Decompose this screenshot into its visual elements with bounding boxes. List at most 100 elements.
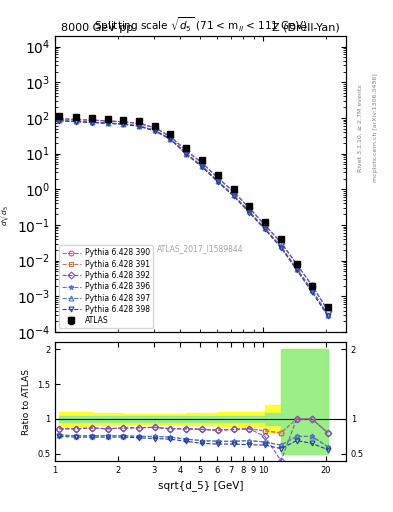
Text: 8000 GeV pp: 8000 GeV pp: [61, 23, 133, 33]
Pythia 6.428 396: [247, 208, 252, 215]
Pythia 6.428 398: [57, 118, 62, 124]
Pythia 6.428 397: [310, 287, 314, 293]
Pythia 6.428 391: [121, 119, 126, 125]
Pythia 6.428 396: [263, 225, 267, 231]
Pythia 6.428 391: [294, 261, 299, 267]
Pythia 6.428 390: [152, 125, 157, 131]
Pythia 6.428 392: [247, 205, 252, 211]
Pythia 6.428 392: [73, 117, 78, 123]
Pythia 6.428 391: [279, 240, 283, 246]
Pythia 6.428 398: [263, 226, 267, 232]
Pythia 6.428 392: [310, 283, 314, 289]
Pythia 6.428 391: [152, 125, 157, 131]
Pythia 6.428 392: [121, 119, 126, 125]
Pythia 6.428 390: [168, 134, 173, 140]
Pythia 6.428 397: [279, 243, 283, 249]
Pythia 6.428 396: [200, 163, 204, 169]
Pythia 6.428 392: [231, 189, 236, 195]
Title: Splitting scale $\sqrt{d_5}$ (71 < m$_{ll}$ < 111 GeV): Splitting scale $\sqrt{d_5}$ (71 < m$_{l…: [94, 15, 307, 34]
Text: Rivet 3.1.10, ≥ 2.7M events: Rivet 3.1.10, ≥ 2.7M events: [358, 84, 363, 172]
Y-axis label: $\frac{d\sigma}{d\sqrt{\overline{d_5}}}$ [pb,GeV$^{-1}$]: $\frac{d\sigma}{d\sqrt{\overline{d_5}}}$…: [0, 142, 11, 226]
Pythia 6.428 390: [137, 120, 141, 126]
Pythia 6.428 391: [325, 307, 330, 313]
Pythia 6.428 396: [215, 178, 220, 184]
Pythia 6.428 398: [325, 313, 330, 319]
Pythia 6.428 391: [263, 222, 267, 228]
Pythia 6.428 391: [231, 189, 236, 195]
Pythia 6.428 398: [152, 128, 157, 134]
Pythia 6.428 397: [325, 312, 330, 318]
Pythia 6.428 391: [184, 147, 189, 154]
Pythia 6.428 398: [294, 267, 299, 273]
Pythia 6.428 392: [57, 116, 62, 122]
Pythia 6.428 396: [279, 243, 283, 249]
Pythia 6.428 397: [105, 120, 110, 126]
Pythia 6.428 391: [168, 134, 173, 140]
Pythia 6.428 392: [294, 261, 299, 267]
Line: Pythia 6.428 391: Pythia 6.428 391: [57, 116, 331, 313]
Pythia 6.428 397: [263, 225, 267, 231]
Pythia 6.428 390: [200, 160, 204, 166]
Line: Pythia 6.428 397: Pythia 6.428 397: [57, 118, 331, 317]
Pythia 6.428 391: [105, 118, 110, 124]
Pythia 6.428 398: [215, 179, 220, 185]
Pythia 6.428 391: [57, 116, 62, 122]
Pythia 6.428 390: [294, 261, 299, 267]
Pythia 6.428 396: [294, 265, 299, 271]
Pythia 6.428 390: [247, 205, 252, 211]
Pythia 6.428 398: [105, 120, 110, 126]
X-axis label: sqrt{d_5} [GeV]: sqrt{d_5} [GeV]: [158, 480, 243, 491]
Pythia 6.428 390: [215, 175, 220, 181]
Pythia 6.428 396: [231, 192, 236, 198]
Line: Pythia 6.428 398: Pythia 6.428 398: [57, 118, 331, 318]
Pythia 6.428 390: [89, 117, 94, 123]
Pythia 6.428 390: [263, 222, 267, 228]
Pythia 6.428 392: [325, 307, 330, 313]
Pythia 6.428 397: [152, 127, 157, 133]
Pythia 6.428 398: [231, 193, 236, 199]
Pythia 6.428 391: [200, 160, 204, 166]
Pythia 6.428 398: [89, 119, 94, 125]
Text: mcplots.cern.ch [arXiv:1306.3436]: mcplots.cern.ch [arXiv:1306.3436]: [373, 74, 378, 182]
Pythia 6.428 396: [152, 127, 157, 133]
Line: Pythia 6.428 390: Pythia 6.428 390: [57, 116, 331, 313]
Pythia 6.428 397: [57, 117, 62, 123]
Pythia 6.428 392: [215, 175, 220, 181]
Pythia 6.428 392: [137, 120, 141, 126]
Pythia 6.428 391: [73, 117, 78, 123]
Legend: Pythia 6.428 390, Pythia 6.428 391, Pythia 6.428 392, Pythia 6.428 396, Pythia 6: Pythia 6.428 390, Pythia 6.428 391, Pyth…: [59, 245, 153, 328]
Y-axis label: Ratio to ATLAS: Ratio to ATLAS: [22, 369, 31, 435]
Pythia 6.428 392: [105, 118, 110, 124]
Pythia 6.428 392: [184, 147, 189, 154]
Pythia 6.428 397: [137, 123, 141, 129]
Pythia 6.428 396: [137, 123, 141, 129]
Pythia 6.428 397: [200, 163, 204, 169]
Line: Pythia 6.428 396: Pythia 6.428 396: [57, 118, 331, 317]
Pythia 6.428 396: [105, 120, 110, 126]
Pythia 6.428 398: [310, 289, 314, 295]
Pythia 6.428 392: [152, 125, 157, 131]
Pythia 6.428 396: [325, 312, 330, 318]
Pythia 6.428 397: [121, 121, 126, 127]
Pythia 6.428 396: [73, 118, 78, 124]
Pythia 6.428 390: [279, 240, 283, 246]
Pythia 6.428 397: [184, 151, 189, 157]
Text: Z (Drell-Yan): Z (Drell-Yan): [272, 23, 340, 33]
Pythia 6.428 396: [168, 136, 173, 142]
Pythia 6.428 398: [184, 152, 189, 158]
Pythia 6.428 390: [325, 307, 330, 313]
Pythia 6.428 397: [89, 119, 94, 125]
Pythia 6.428 396: [184, 151, 189, 157]
Pythia 6.428 390: [310, 283, 314, 289]
Pythia 6.428 396: [310, 287, 314, 293]
Pythia 6.428 396: [121, 121, 126, 127]
Pythia 6.428 397: [215, 178, 220, 184]
Pythia 6.428 391: [247, 205, 252, 211]
Pythia 6.428 390: [57, 116, 62, 122]
Text: ATLAS_2017_I1589844: ATLAS_2017_I1589844: [157, 245, 244, 253]
Pythia 6.428 398: [121, 121, 126, 127]
Pythia 6.428 397: [168, 136, 173, 142]
Pythia 6.428 392: [263, 222, 267, 228]
Pythia 6.428 396: [89, 119, 94, 125]
Pythia 6.428 392: [168, 134, 173, 140]
